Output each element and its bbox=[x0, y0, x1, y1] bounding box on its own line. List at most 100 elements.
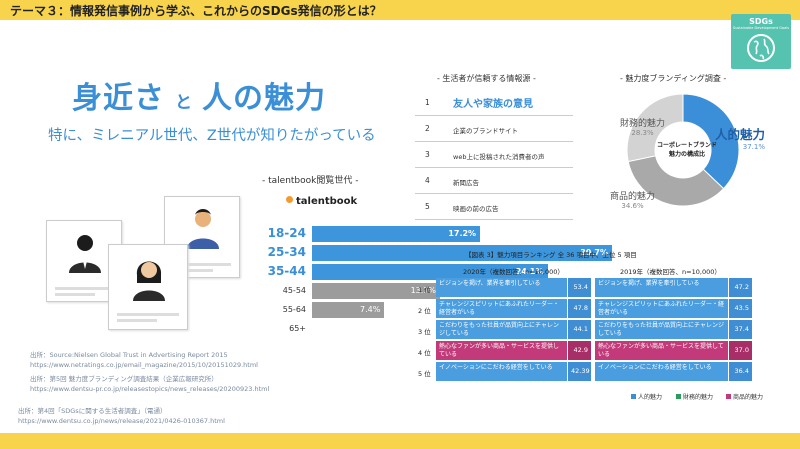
headline: 身近さと人の魅力 bbox=[72, 73, 326, 117]
source-url: https://www.netratings.co.jp/email_magaz… bbox=[30, 360, 258, 369]
legend-swatch bbox=[726, 394, 731, 399]
legend-swatch bbox=[631, 394, 636, 399]
source-note: 出所：Source:Nielsen Global Trust in Advert… bbox=[30, 351, 228, 359]
ranking-col-2020: 2020年（複数回答、n=10,000） bbox=[463, 268, 564, 276]
talentbook-heading: - talentbook閲覧世代 - bbox=[262, 176, 359, 186]
rank-label: 3 位 bbox=[418, 328, 431, 336]
headline-part2: 人の魅力 bbox=[202, 81, 326, 116]
donut-slice-label: 財務的魅力 bbox=[620, 119, 666, 129]
donut-slice-pct: 34.6% bbox=[621, 202, 644, 210]
sdgs-badge: SDGs Sustainable Development Goals bbox=[731, 14, 791, 69]
age-bar: 13.1% bbox=[312, 283, 440, 299]
donut-label-financial: 財務的魅力 28.3% bbox=[620, 116, 665, 137]
rank-label: 5 位 bbox=[418, 370, 431, 378]
talentbook-logo-text: talentbook bbox=[296, 196, 358, 207]
profile-card-center bbox=[108, 244, 188, 330]
donut-center-line: コーポレートブランド bbox=[657, 142, 718, 149]
ranking-item-2020: イノベーションにこだわる経営をしている bbox=[436, 362, 567, 381]
ranking-item-2019: 熱心なファンが多い商品・サービスを提供している bbox=[595, 341, 728, 360]
trust-label: 映画の前の広告 bbox=[453, 205, 499, 213]
ranking-col-2019: 2019年（複数回答、n=10,000） bbox=[620, 268, 721, 276]
age-bar bbox=[312, 321, 316, 337]
legend-item: 財務的魅力 bbox=[676, 392, 713, 401]
age-label: 65+ bbox=[289, 324, 306, 333]
age-label: 25-34 bbox=[267, 245, 306, 259]
age-label: 55-64 bbox=[282, 305, 306, 314]
badge-subtitle: Sustainable Development Goals bbox=[732, 26, 790, 30]
ranking-item-2020: こだわりをもった社員が品質向上にチャレンジしている bbox=[436, 320, 567, 339]
age-bar: 7.4% bbox=[312, 302, 385, 318]
globe-icon bbox=[747, 34, 775, 62]
trust-heading: - 生活者が信頼する情報源 - bbox=[437, 74, 536, 83]
ranking-item-2019: チャレンジスピリットにあふれたリーダー・経営者がいる bbox=[595, 299, 728, 318]
donut-slice-pct: 37.1% bbox=[742, 143, 766, 151]
ranking-item-2019: ビジョンを掲げ、業界を牽引している bbox=[595, 278, 728, 297]
ranking-item-2019: イノベーションにこだわる経営をしている bbox=[595, 362, 728, 381]
age-bar: 24.1% bbox=[312, 264, 548, 280]
source-notes-2: 出所：第4回「SDGsに関する生活者調査」（電通） https://www.de… bbox=[18, 407, 225, 426]
ranking-value-2019: 43.5 bbox=[729, 299, 752, 318]
legend-item: 商品的魅力 bbox=[726, 392, 763, 401]
ranking-value-2020: 42.9 bbox=[568, 341, 591, 360]
ranking-value-2019: 37.0 bbox=[729, 341, 752, 360]
trust-label: 新聞広告 bbox=[453, 179, 479, 187]
person-icon bbox=[133, 261, 165, 301]
person-icon bbox=[69, 235, 101, 273]
donut-label-human: 人的魅力 37.1% bbox=[715, 124, 765, 151]
age-bar: 17.2% bbox=[312, 226, 481, 242]
logo-dot-icon bbox=[286, 196, 293, 203]
age-label: 35-44 bbox=[267, 264, 306, 278]
legend-label: 財務的魅力 bbox=[683, 394, 714, 401]
legend-label: 商品的魅力 bbox=[733, 394, 764, 401]
trust-label: web上に投稿された消費者の声 bbox=[453, 153, 545, 161]
trust-rank: 5 bbox=[425, 202, 430, 211]
trust-label: 友人や家族の意見 bbox=[453, 99, 533, 110]
trust-item: 3 web上に投稿された消費者の声 bbox=[415, 142, 573, 168]
rank-label: 1 位 bbox=[418, 286, 431, 294]
rank-label: 2 位 bbox=[418, 307, 431, 315]
ranking-value-2019: 47.2 bbox=[729, 278, 752, 297]
subheadline: 特に、ミレニアル世代、Z世代が知りたがっている bbox=[48, 128, 376, 144]
trust-item: 5 映画の前の広告 bbox=[415, 194, 573, 220]
badge-title: SDGs bbox=[749, 17, 773, 26]
donut-center-line: 魅力の構成比 bbox=[668, 151, 705, 158]
trust-item: 2 企業のブランドサイト bbox=[415, 116, 573, 142]
age-label: 18-24 bbox=[267, 226, 306, 240]
source-notes: 出所：Source:Nielsen Global Trust in Advert… bbox=[30, 351, 269, 394]
donut-slice-label: 商品的魅力 bbox=[610, 192, 656, 202]
footer-band bbox=[0, 433, 800, 449]
headline-part1: 身近さ bbox=[72, 81, 165, 116]
talentbook-logo: talentbook bbox=[286, 196, 357, 207]
ranking-value-2020: 53.4 bbox=[568, 278, 591, 297]
ranking-item-2020: ビジョンを掲げ、業界を牽引している bbox=[436, 278, 567, 297]
trust-rank: 2 bbox=[425, 124, 430, 133]
source-url: https://www.dentsu-pr.co.jp/releasestopi… bbox=[30, 384, 270, 393]
person-icon bbox=[187, 209, 219, 249]
source-note: 出所：第4回「SDGsに関する生活者調査」（電通） bbox=[18, 407, 167, 415]
ranking-item-2020: 熱心なファンが多い商品・サービスを提供している bbox=[436, 341, 567, 360]
trust-item: 4 新聞広告 bbox=[415, 168, 573, 194]
donut-label-product: 商品的魅力 34.6% bbox=[610, 189, 655, 210]
header-band: テーマ３：情報発信事例から学ぶ、これからのSDGs発信の形とは？ bbox=[0, 0, 800, 20]
headline-connector: と bbox=[175, 93, 192, 113]
source-url: https://www.dentsu.co.jp/news/release/20… bbox=[18, 416, 225, 425]
slide-title: テーマ３：情報発信事例から学ぶ、これからのSDGs発信の形とは？ bbox=[10, 4, 382, 18]
age-label: 45-54 bbox=[282, 286, 306, 295]
ranking-value-2019: 37.4 bbox=[729, 320, 752, 339]
legend-label: 人的魅力 bbox=[638, 394, 663, 401]
donut-heading: - 魅力度ブランディング調査 - bbox=[620, 74, 727, 83]
trust-rank: 4 bbox=[425, 176, 430, 185]
trust-rank: 1 bbox=[425, 98, 430, 107]
ranking-value-2020: 44.1 bbox=[568, 320, 591, 339]
legend-swatch bbox=[676, 394, 681, 399]
source-note: 出所：第5回 魅力度ブランディング調査結果（企業広報研究所） bbox=[30, 375, 218, 383]
ranking-value-2020: 47.8 bbox=[568, 299, 591, 318]
legend-item: 人的魅力 bbox=[631, 392, 662, 401]
ranking-value-2020: 42.39 bbox=[568, 362, 591, 381]
age-bar: 30.7% bbox=[312, 245, 612, 261]
donut-center-label: コーポレートブランド 魅力の構成比 bbox=[657, 141, 717, 159]
ranking-item-2019: こだわりをもった社員が品質向上にチャレンジしている bbox=[595, 320, 728, 339]
donut-slice-pct: 28.3% bbox=[631, 129, 654, 137]
trust-label: 企業のブランドサイト bbox=[453, 127, 518, 135]
trust-item: 1 友人や家族の意見 bbox=[415, 90, 573, 116]
